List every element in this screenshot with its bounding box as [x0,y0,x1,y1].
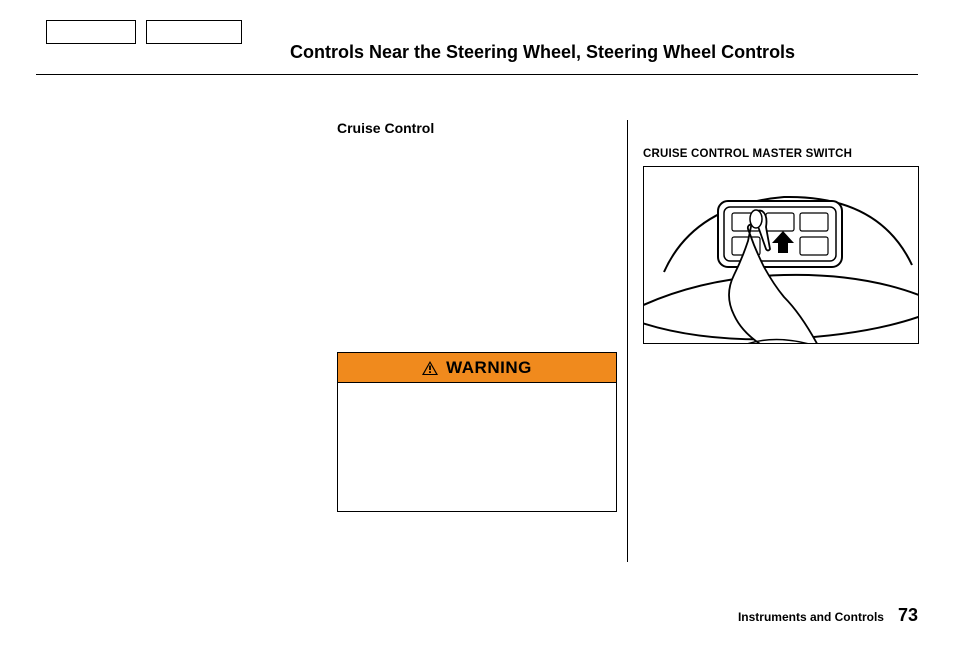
column-divider [627,120,628,562]
cruise-control-illustration [644,167,919,344]
left-column: Cruise Control [337,120,617,150]
placeholder-box-1 [46,20,136,44]
warning-header: WARNING [338,353,616,383]
footer-page-number: 73 [898,605,918,626]
top-placeholder-boxes [46,20,242,44]
page-title: Controls Near the Steering Wheel, Steeri… [290,42,918,63]
figure-label: CRUISE CONTROL MASTER SWITCH [643,148,923,160]
right-column: CRUISE CONTROL MASTER SWITCH [643,148,923,344]
horizontal-rule [36,74,918,75]
warning-box: WARNING [337,352,617,512]
footer-section-label: Instruments and Controls [738,610,884,624]
manual-page: Controls Near the Steering Wheel, Steeri… [0,0,954,650]
placeholder-box-2 [146,20,242,44]
footer: Instruments and Controls 73 [738,605,918,626]
cruise-control-figure [643,166,919,344]
warning-body [338,383,616,511]
section-heading: Cruise Control [337,120,617,136]
warning-triangle-icon [422,361,438,375]
warning-label: WARNING [446,358,532,378]
